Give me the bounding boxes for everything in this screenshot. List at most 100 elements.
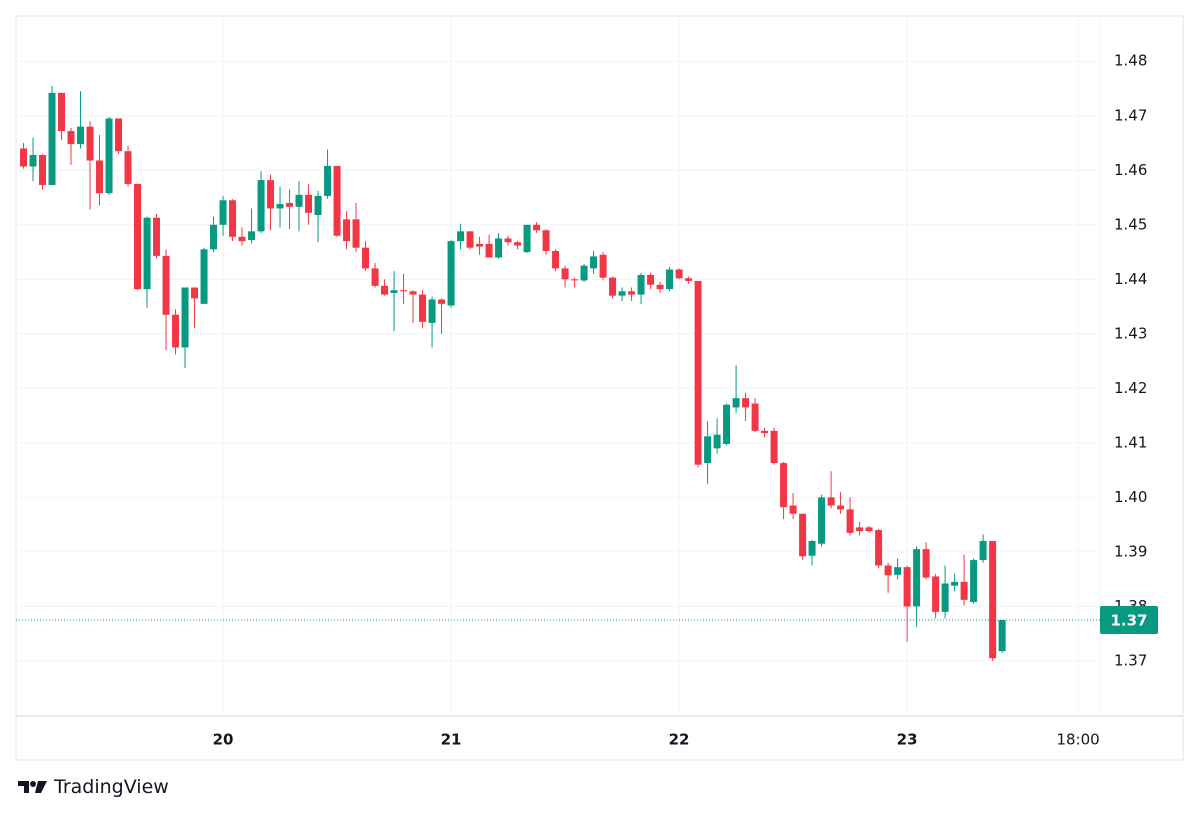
candle-body [808, 541, 816, 556]
candle-body [153, 217, 161, 256]
candle-body [39, 155, 47, 186]
candle-body [124, 151, 132, 184]
candle-body [134, 183, 142, 290]
candle-body [181, 287, 189, 348]
candle-body [295, 194, 303, 207]
candle-body [732, 398, 740, 408]
candle-body [685, 278, 693, 281]
candle-body [267, 180, 275, 209]
y-tick-label: 1.40 [1114, 488, 1147, 506]
candle-body [333, 165, 341, 236]
candle-body [751, 403, 759, 431]
candle-body [552, 250, 560, 269]
y-tick-label: 1.47 [1114, 106, 1147, 124]
candle-body [628, 291, 636, 295]
candle-body [913, 549, 921, 607]
candle-body [561, 268, 569, 280]
candle-body [29, 155, 37, 167]
candle-body [362, 247, 370, 269]
x-tick-label: 21 [441, 731, 462, 749]
candle-body [571, 279, 579, 281]
candle-body [371, 268, 379, 286]
candle-body [105, 118, 113, 194]
candle-body [219, 200, 227, 225]
candle-body [609, 277, 617, 296]
candle-body [20, 148, 28, 167]
candle-body [86, 126, 94, 161]
candle-body [694, 280, 702, 465]
candle-body [257, 180, 265, 232]
candle-body [941, 583, 949, 612]
candle-body [770, 430, 778, 464]
candle-body [67, 131, 75, 145]
candle-body [656, 284, 664, 290]
candle-body [533, 224, 541, 231]
candle-body [856, 527, 864, 532]
candle-body [210, 224, 218, 250]
candle-body [447, 241, 455, 306]
candle-body [381, 285, 389, 295]
candle-body [495, 238, 503, 258]
candle-body [580, 265, 588, 281]
candle-body [846, 509, 854, 533]
candle-body [352, 219, 360, 248]
candle-body [248, 231, 256, 241]
candle-body [789, 505, 797, 514]
candle-body [637, 274, 645, 295]
candle-body [970, 560, 978, 603]
candle-body [618, 291, 626, 296]
candle-body [96, 160, 104, 194]
candle-body [932, 576, 940, 612]
candle-body [343, 219, 351, 242]
candle-body [400, 290, 408, 292]
x-tick-label: 22 [669, 731, 690, 749]
brand-name: TradingView [54, 776, 169, 798]
candle-body [989, 541, 997, 659]
candle-body [476, 243, 484, 247]
candle-body [77, 126, 85, 145]
candle-body [865, 527, 873, 532]
candle-body [143, 217, 151, 290]
candle-body [229, 200, 237, 237]
candle-body [314, 195, 322, 215]
x-tick-label: 23 [897, 731, 918, 749]
candle-body [951, 581, 959, 586]
candle-body [875, 530, 883, 566]
candle-body [542, 230, 550, 251]
candle-body [419, 294, 427, 322]
candle-body [666, 269, 674, 290]
brand: TradingView [18, 776, 169, 798]
candle-body [191, 287, 199, 299]
y-tick-label: 1.46 [1114, 161, 1147, 179]
candle-body [162, 255, 170, 315]
candle-body [599, 254, 607, 278]
candle-body [115, 118, 123, 152]
candle-body [276, 204, 284, 209]
candle-body [172, 314, 180, 348]
candle-body [466, 231, 474, 248]
candle-body [884, 565, 892, 576]
candle-body [675, 269, 683, 279]
candle-body [723, 404, 731, 444]
candle-body [894, 567, 902, 575]
candle-body [58, 92, 66, 132]
candle-body [504, 238, 512, 243]
y-tick-label: 1.48 [1114, 52, 1147, 70]
candle-body [704, 436, 712, 464]
candle-body [903, 567, 911, 607]
candle-body [742, 398, 750, 408]
candle-body [457, 231, 465, 242]
candle-body [324, 165, 332, 196]
candle-body [286, 202, 294, 207]
brand-logo [18, 781, 47, 793]
candle-body [960, 581, 968, 600]
candle-body [438, 299, 446, 304]
candle-body [409, 291, 417, 295]
candle-body [998, 620, 1006, 652]
x-tick-label: 18:00 [1056, 731, 1099, 749]
candle-body [799, 513, 807, 557]
candle-body [818, 497, 826, 544]
y-tick-label: 1.42 [1114, 379, 1147, 397]
chart: 20 21 22 23 18:001.371.381.391.401.411.421.4… [15, 15, 1184, 761]
